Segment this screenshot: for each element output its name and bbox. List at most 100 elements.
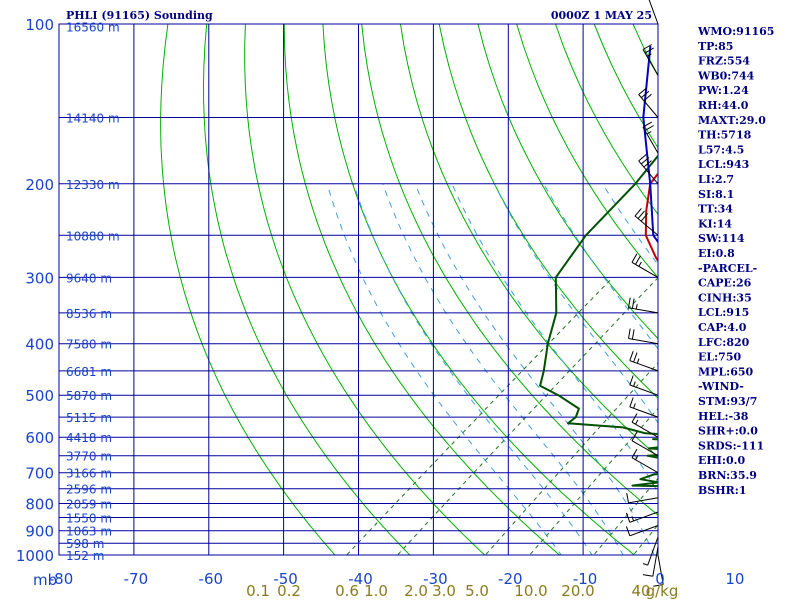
mixing-ratio-label: 40 [631,582,650,600]
mixing-ratio-line [346,277,614,555]
wind-barb-staff [642,49,659,76]
wind-barb-half-feather [646,131,652,135]
sounding-series [539,45,658,488]
mixing-ratio-label: 0.6 [335,582,359,600]
dry-adiabat [202,24,411,555]
index-item: WB0:744 [697,69,755,82]
wind-barb [628,328,659,345]
dewpoint-line [539,154,658,488]
wind-barb [642,546,659,577]
height-label: 1550 m [66,512,112,526]
wind-barb-feather [638,87,647,95]
height-label: 16560 m [66,20,120,34]
temperature-tick-label: -40 [348,570,373,588]
index-item: EL:750 [698,351,741,364]
index-item: TP:85 [698,40,733,53]
wind-barb [634,208,659,236]
wind-barb-half-feather [633,381,636,387]
temperature-tick-label: -30 [423,570,448,588]
wind-barb-feather [631,253,638,263]
temperature-tick-label: 0 [655,570,665,588]
index-item: TT:34 [698,203,733,216]
wind-barb-staff [629,384,659,396]
height-label: 5115 m [66,411,112,425]
wind-barb-staff [647,536,659,566]
index-item: FRZ:554 [698,55,750,68]
dry-adiabat [516,24,658,279]
dry-adiabats [160,24,658,555]
wind-barb-feather [634,208,642,217]
index-item: MPL:650 [698,365,754,378]
wind-barb [629,351,659,372]
index-item: LCL:915 [698,306,749,319]
moist-adiabat [543,183,658,350]
dry-adiabat [361,24,658,516]
wind-barb-feather [653,584,664,587]
temperature-tick-label: 10 [725,570,744,588]
wind-barb [648,0,659,25]
wind-barb [628,297,659,314]
wind-barb-half-feather [635,304,638,310]
height-label: 6681 m [66,365,112,379]
wind-barb-feather [629,397,634,408]
height-label: 3770 m [66,450,112,464]
moist-adiabat [326,183,562,555]
wind-barb-feather [629,375,634,386]
wind-barb [629,397,659,418]
wind-barb-staff [629,525,659,537]
height-label: 14140 m [66,112,120,126]
wind-barb [631,253,659,278]
wind-barb-staff [634,215,659,236]
wind-barb-feather [635,255,641,265]
pressure-tick-label: 400 [25,336,54,354]
wind-barb-staff [628,497,659,504]
chart-title: PHLI (91165) Sounding [66,9,213,22]
wind-barb-feather [638,154,647,162]
pressure-tick-label: 800 [25,496,54,514]
height-label: 2059 m [66,498,112,512]
moist-adiabat [451,183,658,494]
height-label: 10880 m [66,229,120,243]
wind-barbs [625,0,664,587]
height-label: 8536 m [66,307,112,321]
index-item: PW:1.24 [698,84,749,97]
height-label: 152 m [66,549,104,563]
height-label: 5870 m [66,389,112,403]
wind-barb-staff [638,160,659,185]
wind-barb-half-feather [646,53,652,57]
wind-barb-staff [628,338,659,345]
dry-adiabat [438,24,658,399]
moist-adiabats [326,183,658,555]
wind-barb-feather [626,493,629,503]
height-label: 4418 m [66,431,112,445]
moist-adiabat [414,183,655,555]
wind-barb-staff [638,94,659,118]
wind-barb-staff [631,261,659,278]
wind-barb [642,121,659,154]
height-label: 2596 m [66,483,112,497]
wind-barb-feather [643,160,652,168]
index-item: BSHR:1 [698,484,747,497]
height-label: 9640 m [66,271,112,285]
plot-border [58,23,659,556]
index-item: WMO:91165 [697,25,774,38]
wind-barb [631,448,659,474]
pressure-tick-label: 500 [25,387,54,405]
pressure-tick-label: 600 [25,429,54,447]
wind-barb [653,554,664,587]
temperature-tick-label: -70 [124,570,149,588]
wind-barb-staff [628,307,659,314]
index-item: L57:4.5 [698,143,744,156]
mixing-ratio-label: 0.1 [246,582,270,600]
index-item: SRDS:-111 [698,439,764,452]
chart-time: 0000Z 1 MAY 25 [551,9,652,22]
dry-adiabat [244,24,486,555]
wind-barb-staff [631,421,659,438]
wind-barb-staff [652,546,659,577]
mixing-ratio-label: 1.0 [364,582,388,600]
index-item: LCL:943 [698,158,749,171]
dry-adiabat [160,24,336,555]
dry-adiabat [322,24,636,555]
